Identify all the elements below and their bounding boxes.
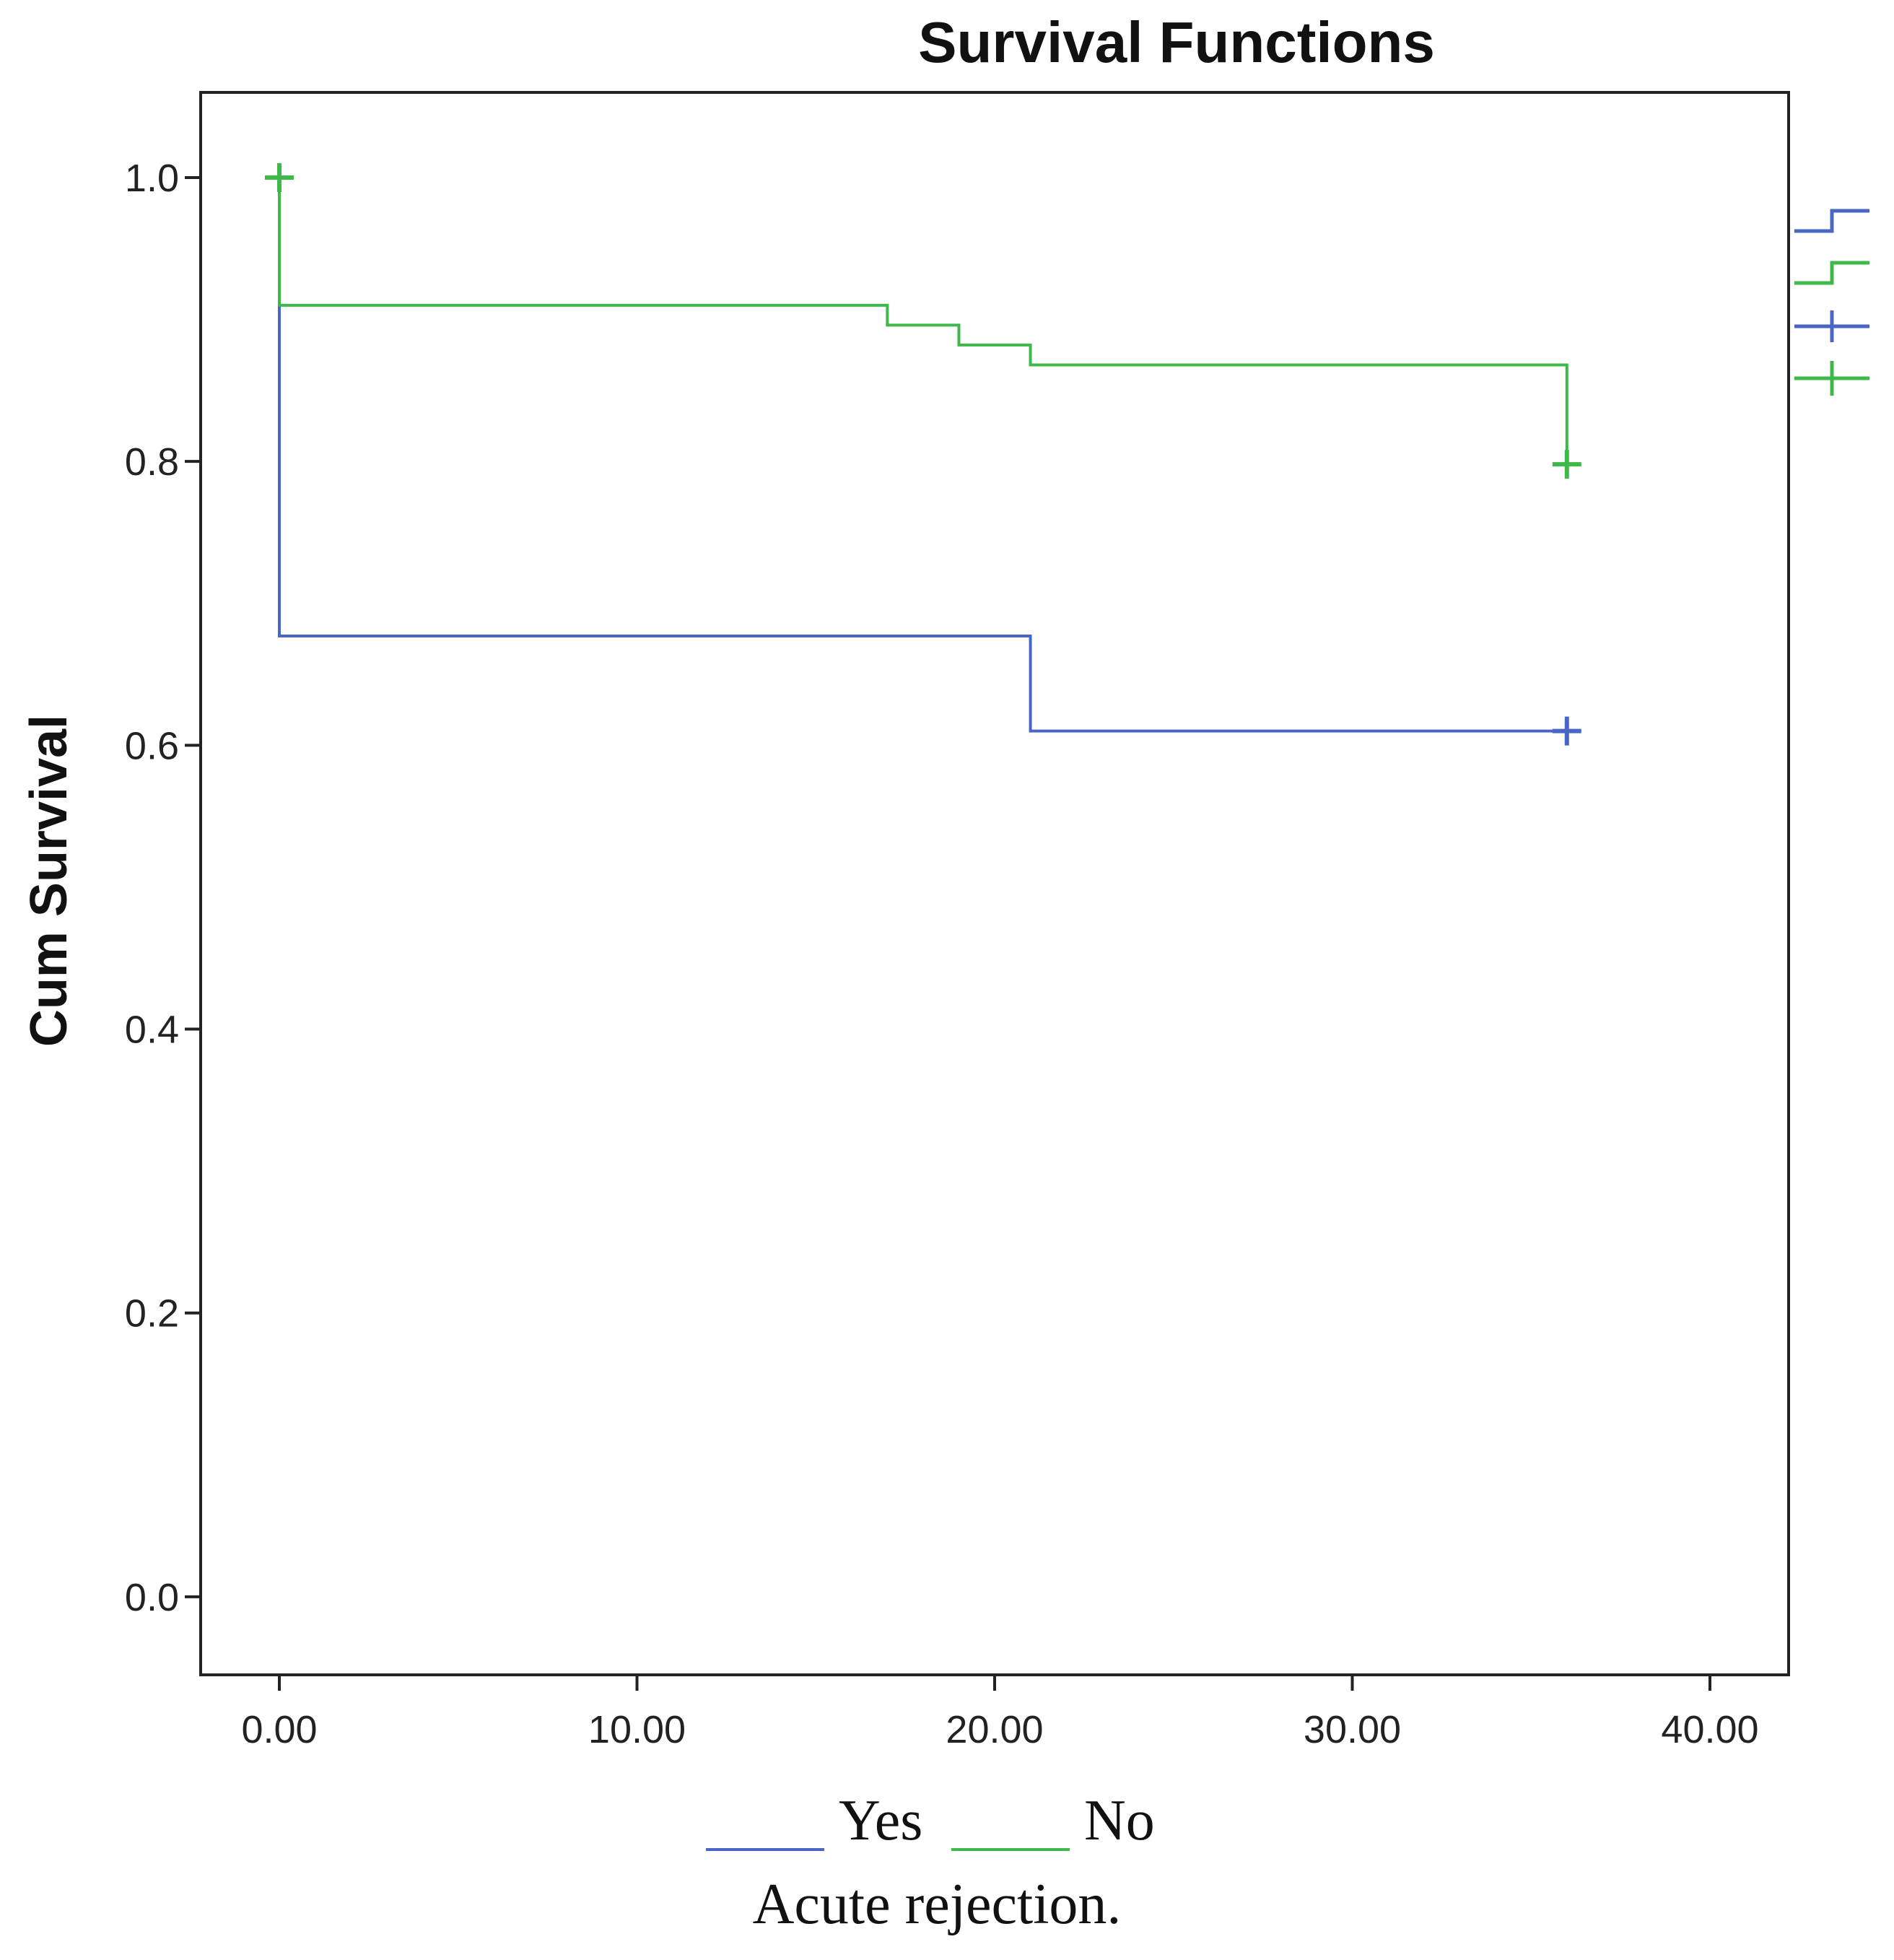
x-tick-label: 40.00 [1661,1708,1758,1751]
x-tick-label: 20.00 [946,1708,1043,1751]
legend-label-yes: Yes [839,1789,922,1852]
y-tick-label: 1.0 [125,157,179,200]
y-tick-label: 0.6 [125,724,179,767]
x-tick-label: 0.00 [241,1708,317,1751]
side-legend-no-step [1794,261,1869,285]
bottom-legend: Yes No [706,1789,1155,1852]
x-tick-label: 10.00 [588,1708,686,1751]
y-axis: 0.0 0.2 0.4 0.6 0.8 1.0 [125,157,201,1619]
x-axis: 0.00 10.00 20.00 30.00 40.00 [241,1675,1759,1751]
side-legend [1794,209,1869,396]
censor-mark-no [265,162,294,192]
chart-title: Survival Functions [918,10,1435,74]
series-line-yes [278,177,1567,733]
side-legend-yes-step [1794,209,1869,233]
side-legend-yes-censored [1794,310,1869,342]
censor-mark-yes [1552,716,1581,746]
censor-mark-no [1552,450,1581,479]
x-tick-label: 30.00 [1304,1708,1401,1751]
legend-label-no: No [1084,1789,1155,1852]
series-layer [265,162,1581,746]
y-tick-label: 0.8 [125,440,179,484]
side-legend-no-censored [1794,361,1869,396]
legend-caption: Acute rejection. [753,1873,1122,1936]
plot-area-frame [199,91,1790,1676]
y-tick-label: 0.0 [125,1576,179,1619]
series-line-no [278,177,1568,465]
y-tick-label: 0.2 [125,1292,179,1336]
y-axis-label: Cum Survival [20,715,78,1047]
y-tick-label: 0.4 [125,1009,179,1052]
